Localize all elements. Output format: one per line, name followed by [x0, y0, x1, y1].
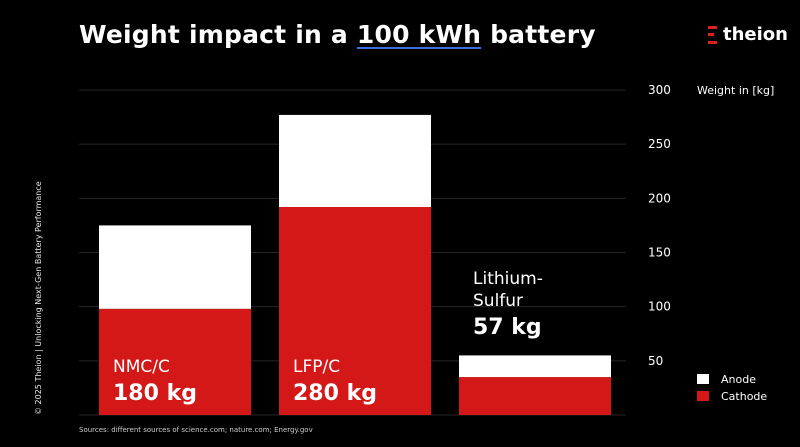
legend-swatch-anode	[697, 374, 709, 384]
value-label-lithium-sulfur: 57 kg	[473, 315, 542, 340]
category-label-nmc-c: NMC/C	[113, 357, 170, 377]
legend-swatch-cathode	[697, 391, 709, 401]
bar-lithium-sulfur-cathode	[459, 377, 611, 415]
y-tick-label-100: 100	[648, 300, 671, 314]
title-prefix: Weight impact in a	[79, 20, 357, 49]
legend-label-anode: Anode	[721, 372, 756, 386]
value-label-lfp-c: 280 kg	[293, 381, 377, 406]
y-tick-label-200: 200	[648, 191, 671, 205]
value-label-nmc-c: 180 kg	[113, 381, 197, 406]
brand-name: theion	[723, 24, 788, 45]
bar-lfp-c-anode	[279, 114, 431, 207]
legend-label-cathode: Cathode	[721, 389, 768, 403]
bar-nmc-c-cathode	[99, 308, 251, 415]
y-axis-label: Weight in [kg]	[697, 84, 775, 97]
category-label-lithium-sulfur-line2: Sulfur	[473, 291, 523, 311]
bar-lfp-c-cathode	[279, 207, 431, 415]
category-label-lithium-sulfur-line1: Lithium-	[473, 269, 543, 289]
legend: Anode Cathode	[697, 371, 767, 405]
title-suffix: battery	[481, 20, 596, 49]
bar-nmc-c-anode	[99, 225, 251, 309]
chart-title: Weight impact in a 100 kWh battery	[79, 20, 596, 49]
y-tick-label-150: 150	[648, 246, 671, 260]
y-tick-label-50: 50	[648, 354, 663, 368]
legend-item-cathode: Cathode	[697, 388, 767, 404]
y-tick-label-250: 250	[648, 137, 671, 151]
source-text: Sources: different sources of science.co…	[79, 426, 313, 434]
legend-item-anode: Anode	[697, 371, 767, 387]
y-tick-label-300: 300	[648, 83, 671, 97]
bar-lithium-sulfur-anode	[459, 355, 611, 378]
brand-logo: theion	[708, 24, 788, 45]
category-label-lfp-c: LFP/C	[293, 357, 340, 377]
title-highlight: 100 kWh	[356, 20, 482, 49]
theion-logo-icon	[708, 25, 717, 44]
